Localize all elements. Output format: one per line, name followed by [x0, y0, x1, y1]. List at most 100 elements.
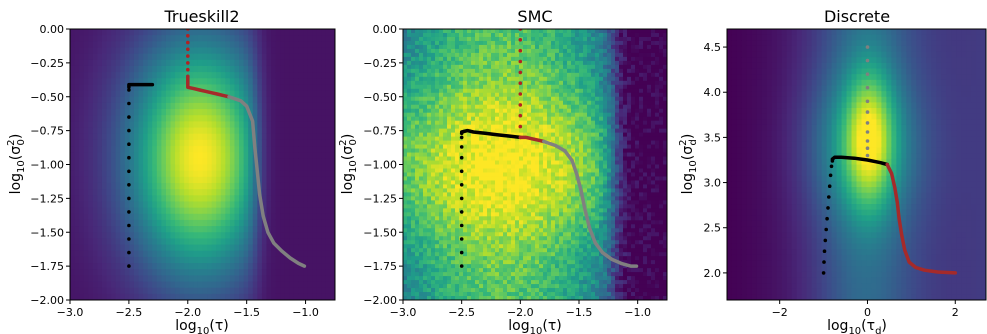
x-tick-label: 2	[952, 306, 959, 319]
series-point	[822, 249, 827, 253]
y-tick-label: −1.50	[363, 226, 397, 239]
series-point	[127, 142, 131, 146]
series-point	[186, 67, 190, 72]
panel-smc: −3.0 −2.5 −2.0 −1.5 −1.0 0.00 −0.25 −0.50 −0.75 −…	[338, 7, 668, 334]
series-point	[127, 237, 131, 241]
series-point	[865, 99, 870, 104]
series-point	[127, 155, 131, 160]
y-axis-label: log10(σ2d)	[678, 134, 699, 195]
x-tick-label: −1.5	[233, 306, 260, 319]
y-tick-label: −0.75	[30, 125, 64, 138]
series-point	[186, 54, 190, 58]
y-tick-label: −2.00	[30, 294, 64, 307]
y-tick-label: 4.0	[704, 86, 722, 99]
series-line-3	[885, 162, 958, 275]
x-tick-label: −2.0	[507, 306, 534, 319]
series-point	[821, 271, 826, 275]
series-point	[865, 130, 870, 134]
axes-frame	[726, 28, 987, 301]
x-tick-label: −3.0	[390, 306, 417, 319]
series-line-1	[127, 82, 155, 90]
series-point	[186, 40, 190, 45]
series-point	[127, 101, 131, 106]
x-tick-label: −1.0	[624, 306, 651, 319]
series-point	[825, 216, 829, 221]
series-point	[827, 184, 832, 188]
series-point	[823, 238, 828, 243]
series-point	[826, 206, 830, 210]
series-point	[518, 48, 523, 53]
x-axis-label: log10(τd)	[827, 318, 887, 334]
y-tick-label: 3.5	[704, 131, 722, 144]
series-point	[518, 124, 523, 129]
chart-title: Trueskill2	[163, 7, 239, 26]
series-point	[459, 223, 464, 228]
y-tick-label: −2.00	[363, 294, 397, 307]
series-point	[186, 61, 190, 65]
series-point	[518, 59, 523, 64]
series-line-1	[830, 155, 889, 167]
series-point	[865, 110, 870, 114]
y-tick-label: −0.50	[363, 91, 397, 104]
series-point	[459, 135, 464, 140]
series-point	[127, 196, 131, 201]
series-point	[459, 264, 464, 268]
series-point	[824, 227, 828, 232]
series-point	[459, 169, 464, 174]
heatmap-trueskill2	[70, 29, 335, 300]
series-point	[459, 237, 464, 241]
y-tick-label: −1.25	[363, 192, 397, 205]
x-tick-label: −2.5	[116, 306, 143, 319]
y-tick-label: −1.00	[363, 159, 397, 172]
chart-title: Discrete	[824, 7, 890, 26]
x-tick-label: −1.5	[566, 306, 593, 319]
series-point	[186, 34, 190, 38]
series-point	[865, 72, 870, 76]
series-point	[865, 146, 870, 150]
x-tick-label: −2.5	[448, 306, 475, 319]
series-point	[127, 264, 131, 268]
series-point	[865, 153, 870, 158]
y-tick-label: −1.75	[30, 260, 64, 273]
y-tick-label: −1.50	[30, 226, 64, 239]
y-axis-label: log10(σ20)	[338, 134, 359, 195]
panel-trueskill2: −3.0 −2.5 −2.0 −1.5 −1.0 0.00 −0.25 −0.50 −0.75 −…	[6, 7, 336, 334]
y-tick-label: −0.25	[30, 57, 64, 70]
y-tick-label: 3.0	[704, 177, 722, 190]
series-point	[459, 155, 464, 160]
x-axis-label: log10(τ)	[175, 318, 228, 334]
x-tick-label: −1.0	[292, 306, 319, 319]
panel-discrete: −2 0 2 2.0 2.5 3.0 3.5 4.0 4.5 Discrete log10(τd…	[678, 7, 987, 334]
chart-title: SMC	[517, 7, 552, 26]
series-point	[828, 173, 833, 178]
series-point	[127, 115, 131, 119]
y-tick-label: −0.50	[30, 91, 64, 104]
series-line-3	[186, 74, 231, 99]
series-point	[459, 183, 464, 187]
series-point	[127, 210, 131, 214]
y-tick-label: −1.25	[30, 192, 64, 205]
y-tick-label: 0.00	[40, 23, 65, 36]
series-point	[865, 85, 870, 90]
y-tick-label: 4.5	[704, 41, 722, 54]
y-tick-label: −0.75	[363, 125, 397, 138]
y-tick-label: −1.75	[363, 260, 397, 273]
series-point	[186, 47, 190, 52]
series-line-4	[227, 95, 307, 268]
series-line-3	[518, 135, 546, 144]
x-tick-label: −2	[772, 306, 788, 319]
x-tick-label: 0	[864, 306, 871, 319]
y-axis-label: log10(σ20)	[6, 134, 27, 195]
x-axis-label: log10(τ)	[508, 318, 561, 334]
series-point	[518, 103, 523, 107]
series-point	[829, 164, 834, 169]
series-point	[518, 70, 523, 75]
series-point	[459, 196, 464, 201]
series-point	[459, 250, 464, 255]
series-point	[127, 223, 131, 228]
series-line-1	[459, 128, 523, 140]
heatmap-smc	[403, 29, 667, 300]
series-point	[827, 195, 831, 199]
y-tick-label: 2.5	[704, 222, 722, 235]
